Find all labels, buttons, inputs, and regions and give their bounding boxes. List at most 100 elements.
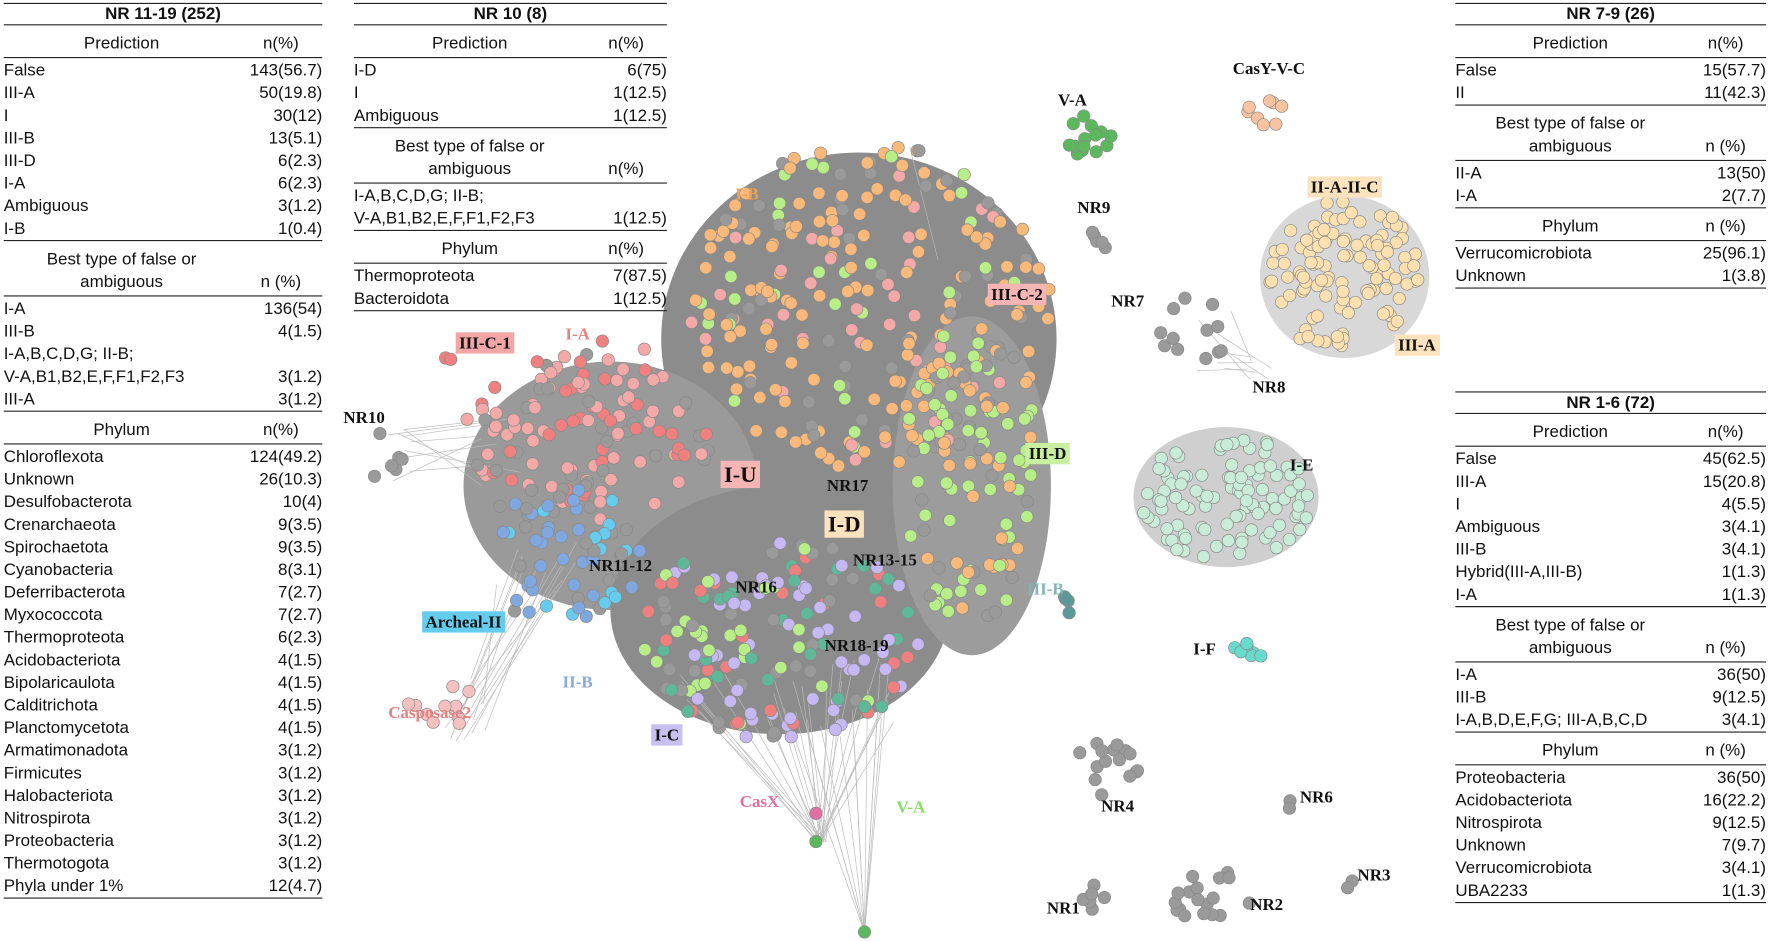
node bbox=[520, 502, 534, 516]
edge bbox=[864, 689, 868, 932]
node bbox=[1350, 238, 1364, 252]
node bbox=[974, 426, 988, 440]
node bbox=[1198, 522, 1212, 537]
node bbox=[813, 289, 827, 303]
node bbox=[1152, 462, 1166, 476]
node bbox=[1292, 477, 1306, 491]
node bbox=[1077, 140, 1091, 154]
node bbox=[541, 382, 555, 396]
edge bbox=[820, 725, 865, 933]
node bbox=[765, 338, 779, 352]
node bbox=[1376, 307, 1390, 321]
node bbox=[833, 379, 847, 393]
node bbox=[723, 250, 737, 264]
column-header: n (%) bbox=[1705, 217, 1745, 236]
node bbox=[789, 659, 803, 673]
row-label: Cyanobacteria bbox=[4, 560, 114, 579]
node bbox=[941, 417, 955, 431]
row-value: 7(9.7) bbox=[1722, 836, 1766, 855]
edge bbox=[815, 659, 855, 842]
node bbox=[1018, 412, 1032, 426]
node bbox=[1171, 886, 1185, 900]
tables: NR 11-19 (252) Prediction n(%) False 143(56.… bbox=[3, 2, 1766, 904]
node bbox=[1318, 235, 1332, 250]
cluster-label: V-A bbox=[1058, 91, 1088, 110]
node bbox=[939, 476, 954, 490]
node bbox=[784, 296, 798, 310]
edge bbox=[1230, 353, 1254, 358]
node bbox=[1024, 430, 1038, 444]
node bbox=[607, 451, 621, 465]
node bbox=[633, 544, 647, 558]
node bbox=[767, 726, 781, 740]
node bbox=[1392, 291, 1406, 306]
node bbox=[670, 624, 684, 638]
edge bbox=[864, 717, 882, 932]
cluster-label: II-A-II-C bbox=[1311, 178, 1379, 197]
node bbox=[566, 414, 580, 428]
node bbox=[720, 318, 734, 332]
edge bbox=[851, 710, 865, 932]
node bbox=[595, 421, 609, 435]
node bbox=[814, 146, 828, 160]
node bbox=[974, 583, 988, 597]
node bbox=[1041, 312, 1055, 326]
node bbox=[572, 523, 586, 537]
node bbox=[892, 455, 906, 469]
node bbox=[1012, 453, 1026, 467]
node bbox=[572, 601, 586, 615]
section-header: Phylum bbox=[1542, 741, 1598, 760]
node bbox=[595, 334, 609, 348]
row-label: Firmicutes bbox=[4, 763, 82, 782]
node bbox=[720, 361, 734, 375]
cluster-label: Archeal-II bbox=[426, 612, 502, 631]
row-label: III-B bbox=[1455, 688, 1486, 707]
node bbox=[888, 374, 902, 388]
node bbox=[1191, 893, 1205, 907]
node bbox=[943, 306, 957, 320]
node bbox=[814, 446, 828, 460]
node bbox=[1284, 484, 1298, 498]
node bbox=[958, 269, 972, 283]
node bbox=[1377, 258, 1391, 272]
row-value: 143(56.7) bbox=[250, 61, 323, 80]
node bbox=[1095, 744, 1109, 758]
node bbox=[508, 497, 522, 511]
edge bbox=[393, 443, 497, 460]
node bbox=[907, 309, 922, 323]
row-value: 2(7.7) bbox=[1722, 186, 1766, 205]
node bbox=[783, 161, 797, 175]
cluster-label: NR17 bbox=[827, 476, 869, 495]
node bbox=[749, 424, 763, 438]
node bbox=[937, 329, 951, 343]
node bbox=[672, 475, 686, 489]
row-label: I-B bbox=[4, 219, 26, 238]
node bbox=[528, 401, 542, 415]
node bbox=[1001, 417, 1015, 431]
cluster-label: CasY-V-C bbox=[1233, 59, 1305, 78]
node bbox=[943, 513, 957, 528]
column-header: n(%) bbox=[608, 34, 644, 53]
node bbox=[1174, 477, 1188, 491]
node bbox=[691, 692, 705, 706]
node bbox=[933, 340, 947, 354]
row-value: 3(1.2) bbox=[278, 367, 322, 386]
node bbox=[887, 289, 901, 303]
node bbox=[1110, 738, 1124, 752]
node bbox=[831, 459, 846, 473]
node bbox=[553, 490, 567, 504]
node bbox=[544, 366, 558, 380]
node bbox=[1170, 543, 1184, 557]
node bbox=[503, 444, 517, 459]
node bbox=[1214, 344, 1228, 358]
row-label: V-A,B1,B2,E,F,F1,F2,F3 bbox=[354, 209, 535, 228]
node bbox=[1059, 592, 1073, 606]
node bbox=[850, 302, 864, 316]
node bbox=[1154, 326, 1168, 340]
node bbox=[1015, 222, 1029, 236]
node bbox=[999, 593, 1013, 607]
row-value: 45(62.5) bbox=[1703, 449, 1766, 468]
cluster-label: NR16 bbox=[735, 577, 776, 596]
row-label: III-A bbox=[4, 83, 36, 102]
cluster-label: NR4 bbox=[1101, 797, 1134, 816]
